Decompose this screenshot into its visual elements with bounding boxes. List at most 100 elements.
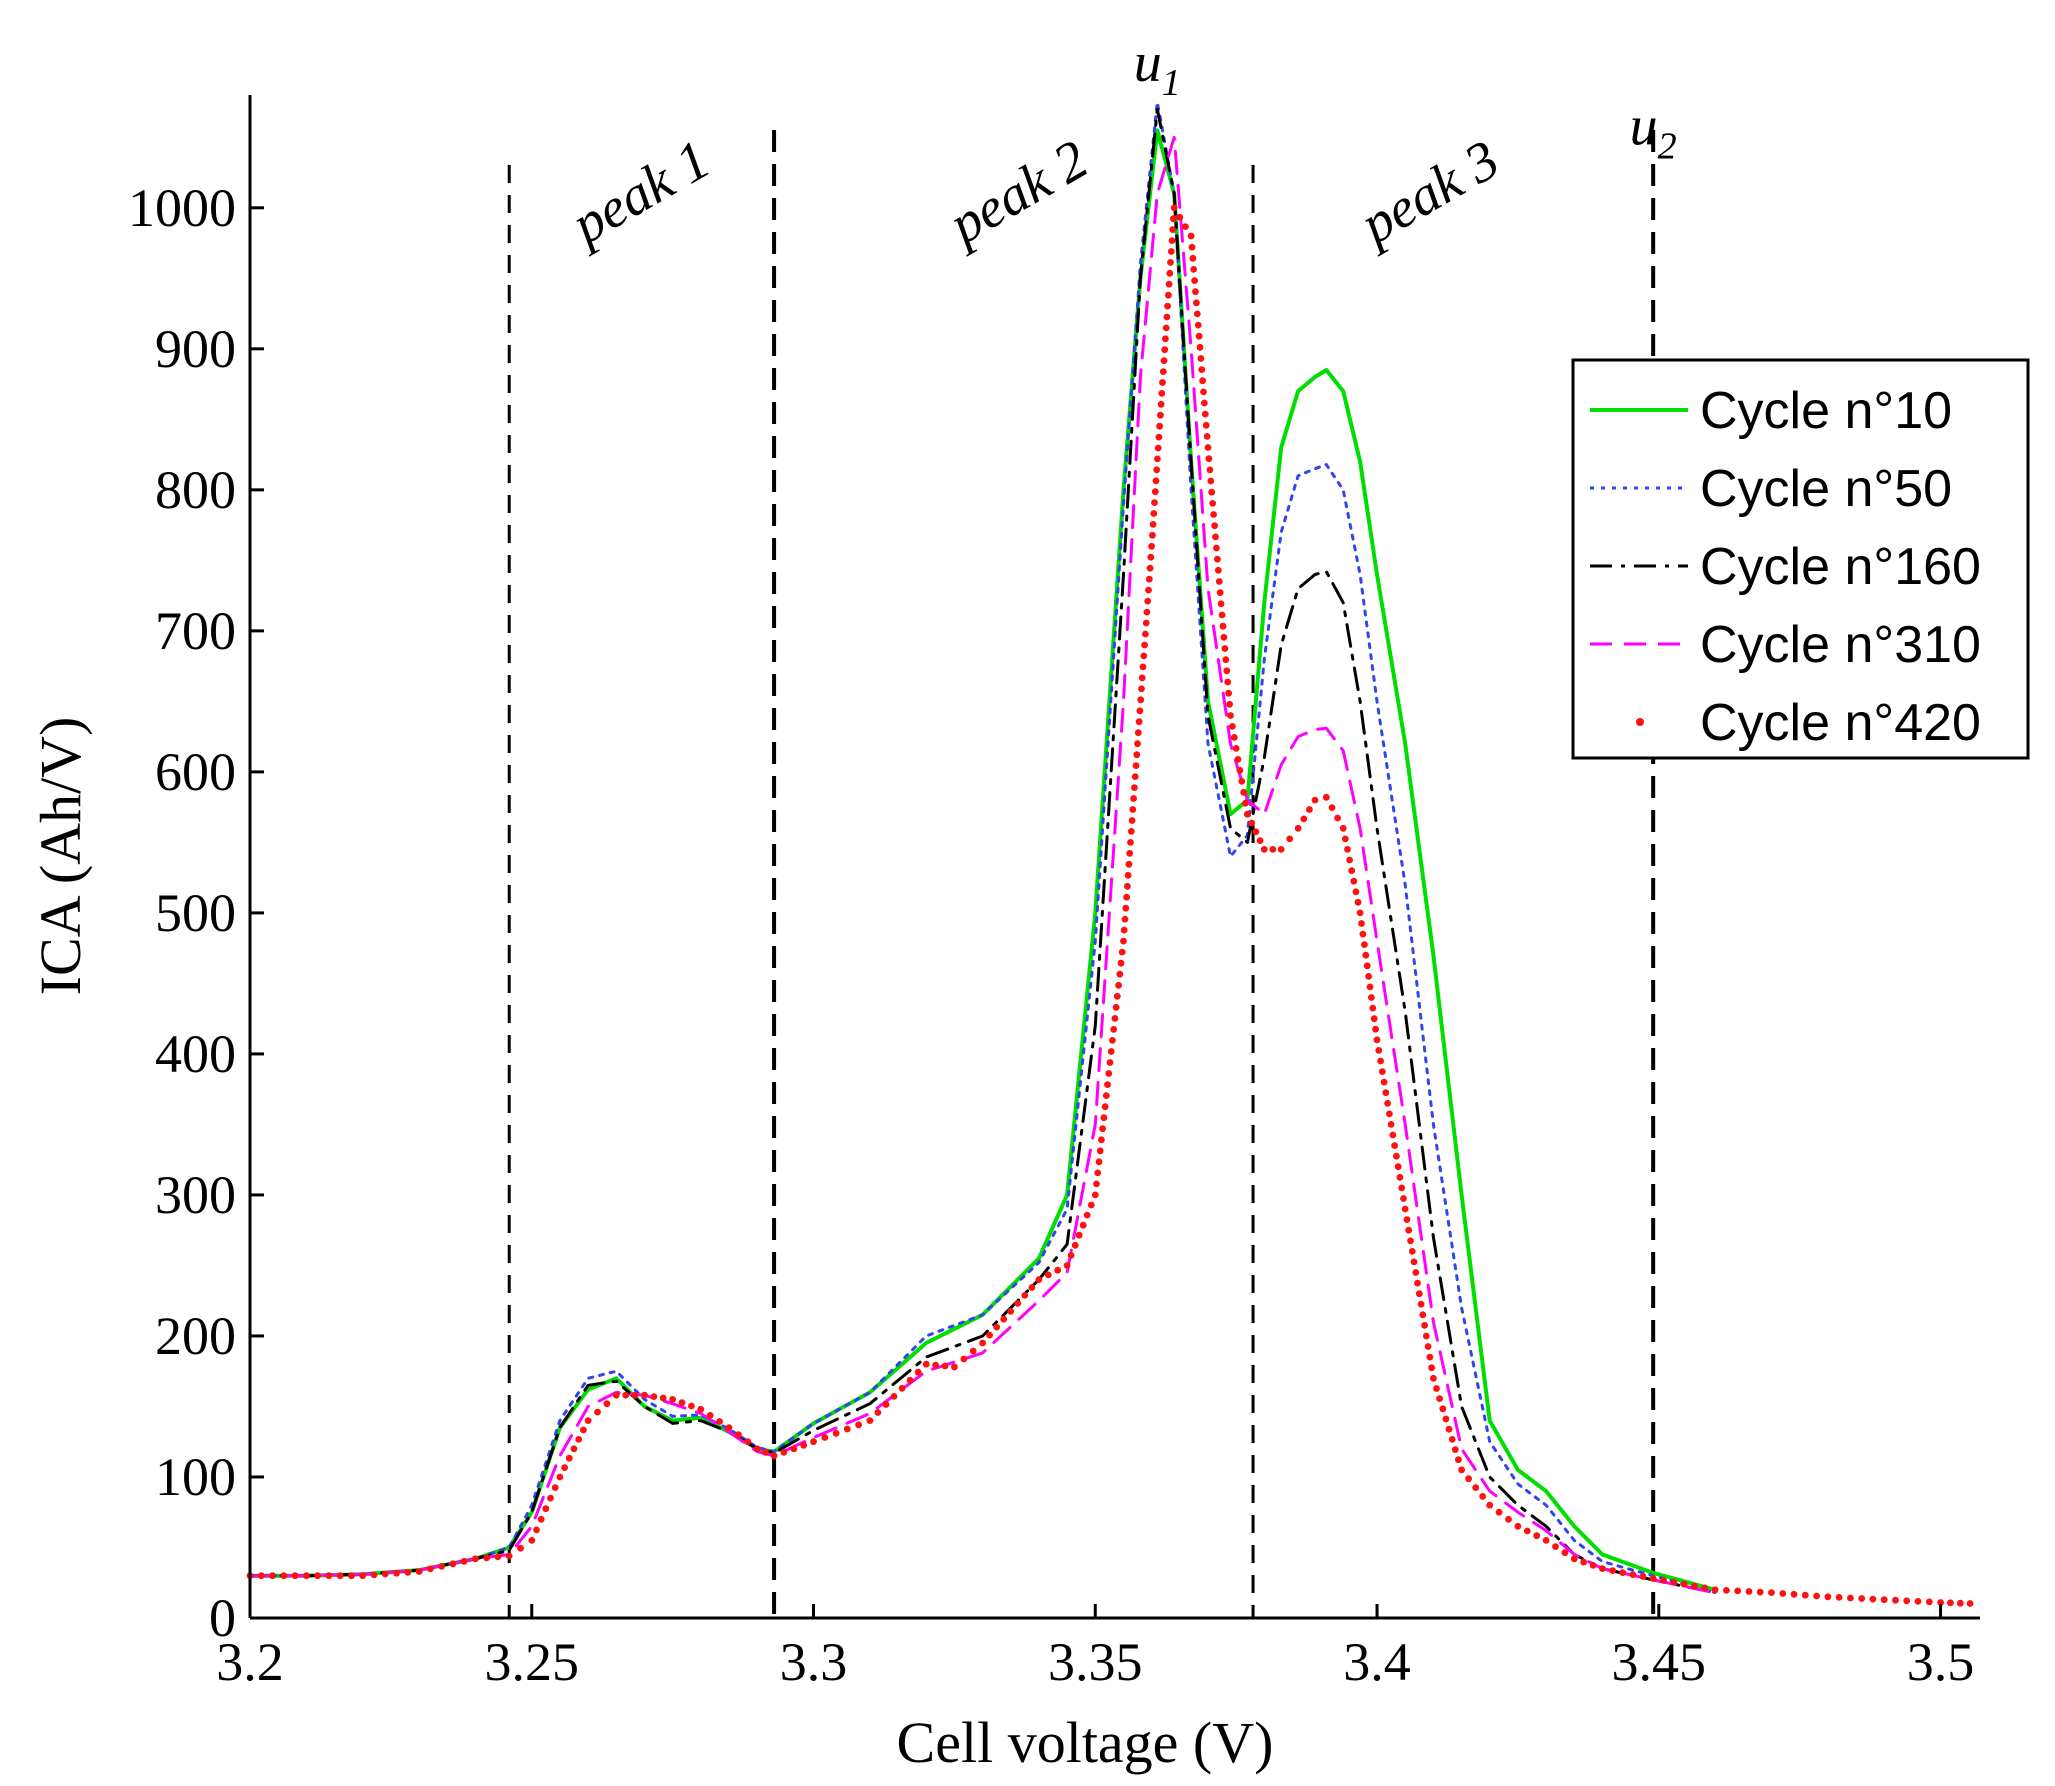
y-tick-label: 700 bbox=[155, 601, 236, 661]
series-420-dot bbox=[1903, 1597, 1911, 1605]
series-420-dot bbox=[1344, 846, 1351, 853]
series-420-dot bbox=[1260, 846, 1268, 853]
series-420-dot bbox=[528, 1537, 536, 1544]
series-420-dot bbox=[1734, 1587, 1742, 1595]
series-420-dot bbox=[1405, 1226, 1413, 1234]
series-420-dot bbox=[575, 1436, 583, 1443]
series-420-dot bbox=[821, 1434, 829, 1441]
series-420-dot bbox=[1514, 1522, 1522, 1530]
y-tick-label: 100 bbox=[155, 1447, 236, 1507]
x-ticks: 3.2 3.25 3.3 3.35 3.4 3.45 3.5 bbox=[216, 1604, 1974, 1692]
series-420-dot bbox=[460, 1557, 468, 1565]
series-420-dot bbox=[941, 1362, 949, 1370]
series-420-dot bbox=[951, 1363, 958, 1371]
series-420-dot bbox=[570, 1445, 578, 1453]
series-420-dot bbox=[1348, 867, 1356, 874]
series-420-dot bbox=[1187, 232, 1195, 240]
series-420-dot bbox=[1218, 611, 1226, 619]
series-420-dot bbox=[1083, 1211, 1091, 1219]
series-420-dot bbox=[1201, 410, 1209, 418]
legend-label: Cycle n°160 bbox=[1700, 538, 1981, 596]
series-420-dot bbox=[1359, 930, 1367, 938]
series-420-dot bbox=[1350, 877, 1358, 885]
series-420-dot bbox=[1143, 608, 1151, 616]
series-420-dot bbox=[1396, 1173, 1404, 1181]
series-420-dot bbox=[969, 1347, 977, 1355]
series-420-dot bbox=[1711, 1586, 1719, 1594]
series-420-dot bbox=[1222, 656, 1230, 664]
series-420-dot bbox=[1125, 860, 1133, 868]
series-420-dot bbox=[1365, 973, 1372, 980]
series-420-dot bbox=[979, 1339, 986, 1347]
series-420-dot bbox=[1159, 368, 1167, 375]
series-420-dot bbox=[359, 1572, 367, 1580]
series-420-dot bbox=[1269, 846, 1277, 853]
series-420-dot bbox=[1436, 1395, 1443, 1402]
series-420-dot bbox=[1505, 1515, 1512, 1523]
series-420-dot bbox=[1619, 1569, 1627, 1576]
series-420-dot bbox=[1465, 1475, 1472, 1483]
series-420-dot bbox=[1232, 745, 1240, 752]
series-420-dot bbox=[1768, 1589, 1775, 1596]
series-420-dot bbox=[1455, 1456, 1462, 1464]
series-420-dot bbox=[472, 1555, 479, 1563]
series-420-dot bbox=[1212, 533, 1219, 541]
series-420-dot bbox=[1193, 310, 1201, 318]
series-420-dot bbox=[1182, 223, 1189, 231]
series-420-dot bbox=[1195, 332, 1203, 340]
series-420-dot bbox=[1063, 1262, 1071, 1269]
legend-item-310: Cycle n°310 bbox=[1590, 616, 1981, 674]
series-420-dot bbox=[1100, 1114, 1108, 1122]
series-420-dot bbox=[1124, 871, 1132, 879]
series-420-dot bbox=[494, 1553, 502, 1561]
series-420-dot bbox=[1101, 1103, 1109, 1111]
series-420-dot bbox=[1204, 444, 1212, 451]
series-420-dot bbox=[1227, 712, 1234, 719]
series-420-dot bbox=[1451, 1446, 1459, 1453]
series-420-dot bbox=[1756, 1588, 1764, 1596]
series-420-dot bbox=[1226, 700, 1233, 708]
series-420-dot bbox=[688, 1402, 695, 1410]
series-420-dot bbox=[1164, 302, 1171, 310]
series-420-dot bbox=[1221, 645, 1229, 652]
series-420-dot bbox=[1225, 689, 1232, 697]
series-420-dot bbox=[1533, 1532, 1541, 1540]
series-420-dot bbox=[1151, 499, 1158, 506]
series-420-dot bbox=[1054, 1266, 1062, 1274]
series-420-dot bbox=[1244, 810, 1251, 818]
x-tick-label: 3.3 bbox=[780, 1632, 848, 1692]
series-420-dot bbox=[1151, 488, 1159, 496]
series-420-dot bbox=[1380, 1078, 1388, 1086]
series-420-dot bbox=[1745, 1588, 1753, 1595]
series-420-dot bbox=[1169, 226, 1177, 234]
series-420-dot bbox=[1105, 1070, 1113, 1077]
series-420-dot bbox=[1880, 1596, 1888, 1604]
series-420-dot bbox=[1142, 630, 1149, 638]
series-420-dot bbox=[1118, 948, 1126, 956]
legend-label: Cycle n°420 bbox=[1700, 694, 1981, 752]
series-420-dot bbox=[1122, 904, 1130, 912]
series-420-dot bbox=[932, 1361, 939, 1369]
series-420-dot bbox=[1044, 1271, 1052, 1279]
legend-box bbox=[1571, 358, 2030, 760]
series-420-dot bbox=[1892, 1596, 1899, 1604]
series-420-dot bbox=[1369, 1004, 1377, 1012]
series-420-dot bbox=[561, 1464, 568, 1471]
series-420-dot bbox=[1660, 1577, 1667, 1584]
series-420-dot bbox=[1095, 1158, 1103, 1166]
series-420-dot bbox=[1322, 793, 1330, 801]
x-tick-label: 3.5 bbox=[1907, 1632, 1975, 1692]
x-tick-label: 3.2 bbox=[216, 1632, 284, 1692]
series-420-dot bbox=[622, 1391, 630, 1399]
series-420-dot bbox=[1220, 633, 1228, 641]
series-420-dot bbox=[483, 1554, 491, 1562]
series-420-dot bbox=[1370, 1015, 1378, 1023]
series-420-dot bbox=[1193, 299, 1200, 307]
series-420-dot bbox=[1723, 1587, 1730, 1594]
series-420-dot bbox=[1142, 619, 1150, 627]
series-420-dot bbox=[1433, 1385, 1440, 1392]
series-420-dot bbox=[1358, 920, 1365, 927]
series-420-dot bbox=[1071, 1241, 1079, 1249]
series-420-dot bbox=[1419, 1311, 1427, 1319]
series-420-dot bbox=[735, 1431, 742, 1439]
